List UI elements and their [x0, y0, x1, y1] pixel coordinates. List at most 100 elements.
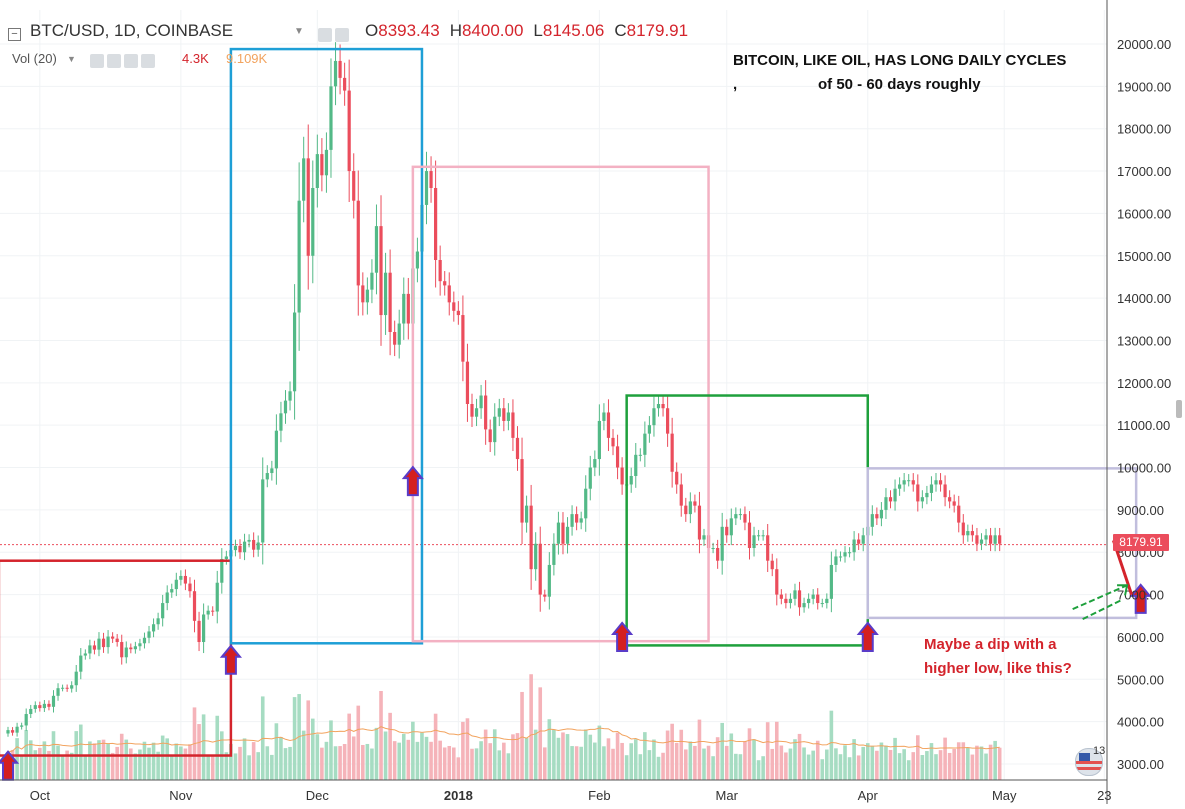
- candle-body: [788, 598, 793, 604]
- volume-bar: [306, 700, 311, 780]
- volume-bar: [47, 750, 51, 780]
- candle-body: [247, 539, 251, 542]
- candle-body: [60, 687, 65, 689]
- volume-bar: [415, 741, 420, 780]
- eye-icon[interactable]: [318, 27, 332, 42]
- y-tick-label: 5000.00: [1117, 672, 1164, 687]
- candle-body: [238, 545, 242, 553]
- candle-body: [488, 429, 492, 443]
- volume-bar: [347, 713, 351, 780]
- candle-body: [761, 535, 765, 537]
- low-label: L: [533, 21, 543, 40]
- candle-body: [252, 539, 256, 550]
- volume-bar: [338, 746, 342, 780]
- candle-body: [383, 272, 388, 316]
- volume-bar: [925, 751, 929, 780]
- candle-body: [92, 645, 97, 650]
- cycle-low-arrow: [856, 621, 879, 652]
- candle-body: [847, 552, 852, 554]
- volume-bar: [474, 748, 479, 780]
- eye-icon[interactable]: [90, 53, 104, 68]
- volume-bar: [88, 741, 92, 780]
- candle-body: [320, 154, 324, 176]
- volume-bar: [738, 754, 743, 780]
- volume-bar: [442, 747, 447, 780]
- volume-bar: [242, 738, 247, 780]
- volume-label[interactable]: Vol (20): [12, 51, 57, 66]
- candle-body: [520, 459, 524, 523]
- volume-bar: [602, 746, 606, 780]
- volume-bar: [920, 755, 925, 780]
- volume-bar: [129, 748, 133, 780]
- y-tick-label: 9000.00: [1117, 503, 1164, 518]
- gear-icon[interactable]: [335, 27, 349, 42]
- volume-bar: [752, 739, 756, 780]
- plus-icon[interactable]: [124, 53, 138, 68]
- candle-body: [142, 637, 147, 644]
- volume-bar: [734, 753, 738, 780]
- volume-bar: [774, 721, 779, 780]
- volume-bar: [606, 738, 611, 780]
- candle-body: [907, 480, 911, 482]
- scrollbar[interactable]: [1176, 400, 1182, 418]
- volume-bar: [379, 690, 383, 780]
- projected-rebound-arrowhead: [1117, 584, 1129, 596]
- candle-body: [38, 705, 42, 709]
- symbol-title[interactable]: BTC/USD, 1D, COINBASE: [30, 21, 234, 40]
- volume-bar: [797, 733, 802, 780]
- volume-bar: [984, 753, 988, 780]
- volume-bar: [433, 713, 438, 780]
- close-value: 8179.91: [626, 21, 689, 40]
- candle-body: [766, 535, 770, 561]
- x-tick-label: Oct: [30, 788, 51, 803]
- volume-bar: [411, 721, 415, 780]
- gear-icon[interactable]: [107, 53, 121, 68]
- volume-bar: [438, 740, 442, 780]
- y-tick-label: 20000.00: [1117, 37, 1171, 52]
- volume-bar: [993, 740, 997, 780]
- candle-body: [565, 526, 570, 544]
- header-settings[interactable]: [318, 24, 352, 44]
- candle-body: [820, 603, 824, 605]
- candle-body: [975, 535, 979, 544]
- candle-body: [957, 505, 961, 523]
- close-icon[interactable]: [141, 53, 155, 68]
- volume-bar: [674, 743, 679, 780]
- volume-bar: [524, 738, 529, 780]
- chevron-down-icon[interactable]: ▼: [294, 26, 304, 37]
- flag-icon[interactable]: [1075, 748, 1103, 776]
- candle-body: [120, 642, 124, 658]
- volume-bar: [351, 736, 356, 780]
- volume-bar: [465, 718, 470, 780]
- candle-body: [202, 614, 206, 643]
- volume-bar: [943, 737, 947, 780]
- volume-bar: [256, 752, 260, 780]
- candle-body: [884, 497, 888, 510]
- candle-body: [966, 531, 970, 536]
- x-tick-label: Nov: [169, 788, 193, 803]
- candle-body: [770, 560, 774, 570]
- volume-bar: [320, 747, 324, 780]
- candle-body: [547, 564, 551, 597]
- volume-bar: [988, 744, 993, 780]
- candle-body: [147, 631, 151, 638]
- volume-bar: [975, 745, 979, 780]
- candle-body: [816, 594, 820, 604]
- candle-body: [534, 543, 538, 570]
- candle-body: [6, 730, 10, 734]
- volume-bar: [97, 740, 101, 780]
- candle-body: [151, 624, 156, 632]
- volume-bar: [447, 745, 452, 780]
- cycle-box-pink: [411, 165, 710, 643]
- volume-bar: [188, 744, 192, 780]
- candle-body: [524, 505, 529, 523]
- volume-bar: [201, 714, 206, 780]
- volume-bar: [247, 755, 251, 780]
- chevron-down-icon[interactable]: ▼: [67, 54, 76, 64]
- volume-bar: [497, 750, 502, 780]
- volume-bar: [515, 733, 520, 780]
- volume-bar: [624, 755, 629, 780]
- legend-toggle[interactable]: −: [8, 22, 21, 42]
